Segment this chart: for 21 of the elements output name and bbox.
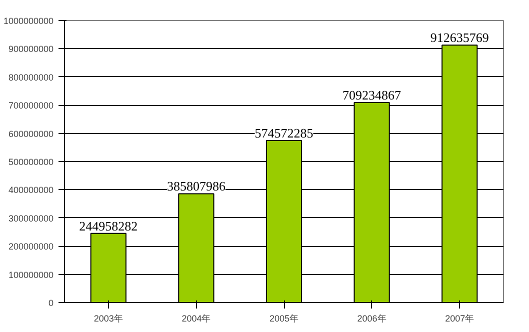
data-label: 244958282 <box>79 218 138 234</box>
y-tick-label: 600000000 <box>8 128 54 139</box>
data-label: 709234867 <box>342 87 402 102</box>
y-tick-label: 200000000 <box>8 242 54 252</box>
y-tick-label: 900000000 <box>8 44 54 54</box>
x-tick-label: 2003年 <box>94 314 123 324</box>
y-tick-label: 800000000 <box>8 72 54 82</box>
x-tick-label: 2005年 <box>269 314 299 324</box>
data-label: 912635769 <box>430 30 489 46</box>
y-tick-label: 100000000 <box>8 270 54 280</box>
x-tick-label: 2007年 <box>445 314 474 324</box>
y-tick-label: 500000000 <box>8 157 54 167</box>
x-tick-label: 2006年 <box>357 314 386 324</box>
y-tick-label: 1000000000 <box>3 16 54 26</box>
y-tick-label: 700000000 <box>8 100 54 111</box>
x-tick-label: 2004年 <box>182 314 211 324</box>
y-tick-label: 400000000 <box>8 185 54 196</box>
data-label: 385807986 <box>166 178 226 194</box>
data-label: 574572285 <box>254 125 314 140</box>
y-tick-label: 300000000 <box>8 213 54 224</box>
y-tick-label: 0 <box>48 298 54 308</box>
